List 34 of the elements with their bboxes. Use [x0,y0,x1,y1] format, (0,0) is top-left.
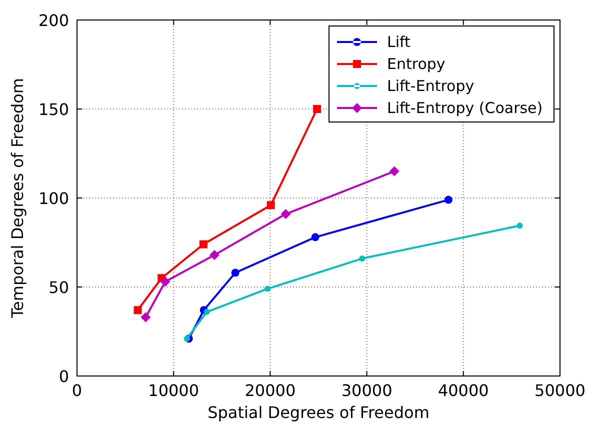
x-tick-label: 20000 [244,381,296,400]
point [389,166,400,176]
x-tick-label: 40000 [438,381,489,400]
x-tick-label: 0 [72,381,82,400]
y-axis-title: Temporal Degrees of Freedom [8,78,27,319]
y-tick-label: 0 [58,367,69,386]
legend-label: Entropy [387,55,446,73]
point [231,268,240,277]
legend-label: Lift-Entropy [387,77,474,95]
point [199,240,208,248]
y-tick-label: 50 [48,278,69,297]
point [209,250,220,260]
point [134,306,142,314]
point [204,308,210,315]
point [140,312,151,322]
point [516,222,523,229]
x-axis-title: Spatial Degrees of Freedom [208,403,430,422]
point [264,286,270,292]
point [184,336,190,342]
point [160,276,170,287]
point [311,233,320,242]
x-tick-label: 10000 [148,381,200,400]
point [280,209,291,220]
y-tick-label: 200 [38,11,69,30]
point [313,105,322,113]
legend-label: Lift [387,33,411,51]
legend-label: Lift-Entropy (Coarse) [387,99,543,117]
point [359,256,366,262]
y-tick-label: 100 [38,189,69,208]
point [266,201,275,210]
y-tick-label: 150 [38,100,69,119]
x-tick-label: 50000 [534,381,586,400]
point [444,196,452,204]
x-tick-label: 30000 [341,381,392,400]
